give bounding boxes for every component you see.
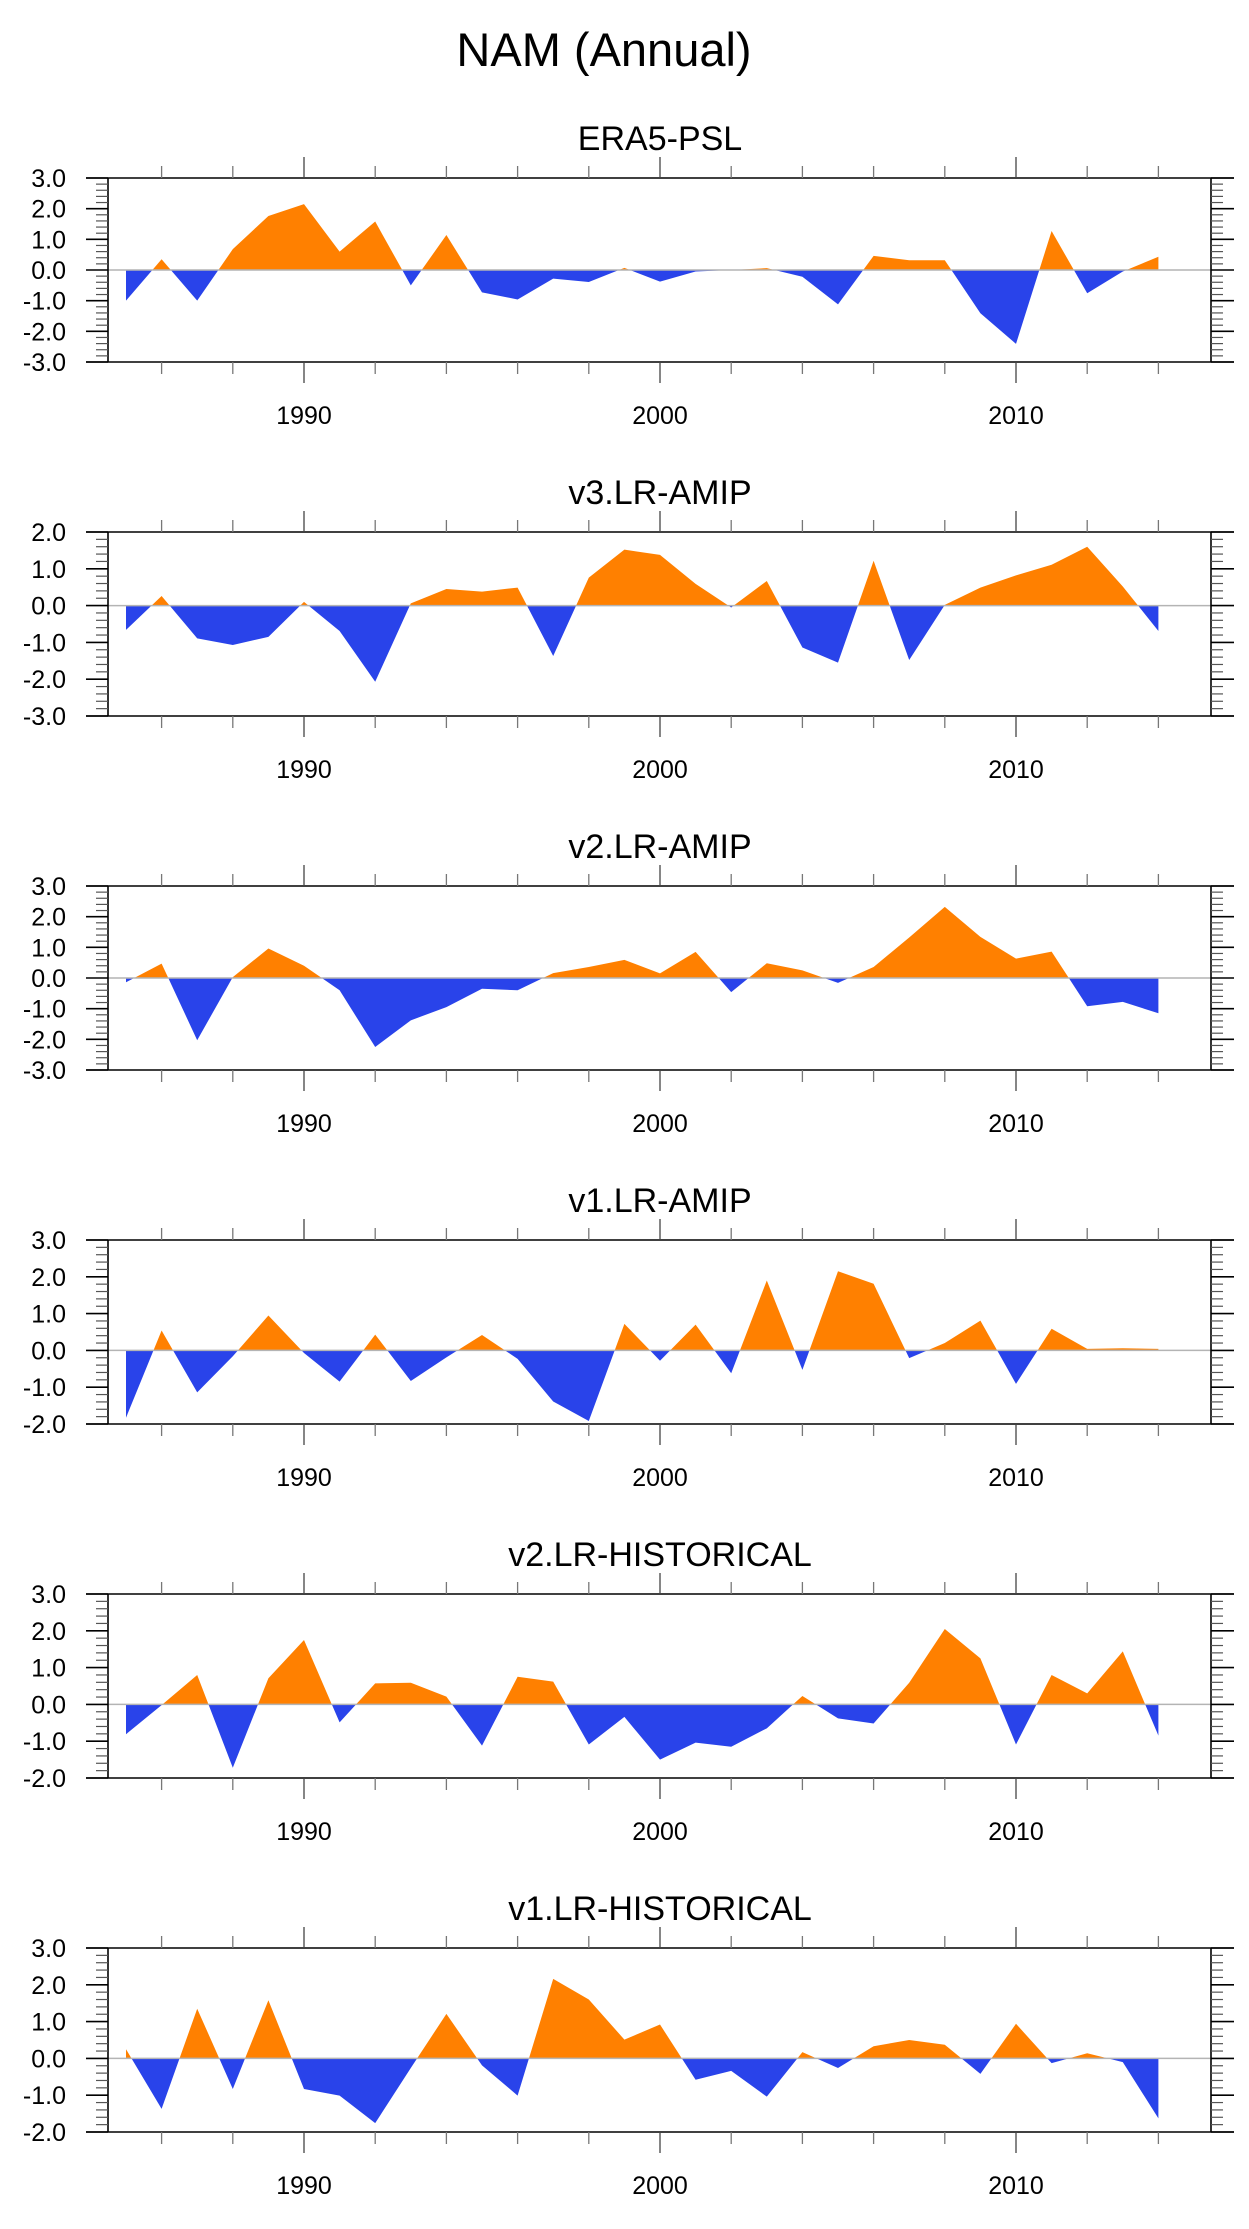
negative-area: [126, 1350, 1159, 1422]
negative-area: [126, 1704, 1159, 1768]
y-tick-label: 2.0: [31, 1972, 66, 2000]
panel-v1-lr-amip: v1.LR-AMIP 3.0 2.0 1.0 0.0 -1.0 -2.0 1990 2000 20…: [23, 1182, 1234, 1492]
y-tick-label: -2.0: [23, 666, 66, 694]
panel-era5-psl: ERA5-PSL 3.0 2.01.0 0.0 -1.0-2.0 -3.0 1990 2000…: [23, 120, 1234, 430]
x-tick-label: 2000: [632, 756, 688, 784]
y-tick-label: -1.0: [23, 629, 66, 657]
y-tick-label: -2.0: [23, 1765, 66, 1793]
y-tick-label: -1.0: [23, 288, 66, 316]
y-tick-label: 1.0: [31, 1655, 66, 1683]
panel-v2-lr-amip: v2.LR-AMIP 3.0 2.01.0 0.0 -1.0-2.0 -3.0 1990 20…: [23, 828, 1234, 1138]
x-tick-label: 2010: [988, 1818, 1044, 1846]
y-tick-label: 3.0: [31, 1581, 66, 1609]
panel-v2-lr-historical: v2.LR-HISTORICAL 3.0 2.0 1.0 0.0 -1.0 -2.0 1990…: [23, 1536, 1234, 1846]
x-tick-label: 2010: [988, 2172, 1044, 2200]
y-tick-label: -2.0: [23, 318, 66, 346]
x-tick-label: 1990: [276, 1110, 332, 1138]
y-tick-label: 3.0: [31, 873, 66, 901]
x-tick-label: 1990: [276, 1818, 332, 1846]
y-tick-label: -2.0: [23, 2119, 66, 2147]
panel-title: v2.LR-AMIP: [568, 828, 751, 866]
y-tick-label: -3.0: [23, 1057, 66, 1085]
y-tick-label: 1.0: [31, 226, 66, 254]
y-tick-label: 0.0: [31, 965, 66, 993]
y-tick-label: 3.0: [31, 1227, 66, 1255]
panel-title: v1.LR-HISTORICAL: [508, 1890, 812, 1928]
panel-title: v1.LR-AMIP: [568, 1182, 751, 1220]
y-tick-label: 0.0: [31, 257, 66, 285]
y-tick-label: 2.0: [31, 196, 66, 224]
y-tick-label: 2.0: [31, 519, 66, 547]
negative-area: [126, 978, 1159, 1047]
y-tick-label: 1.0: [31, 934, 66, 962]
y-tick-label: 0.0: [31, 2045, 66, 2073]
y-tick-label: -2.0: [23, 1026, 66, 1054]
panel-title: v3.LR-AMIP: [568, 474, 751, 512]
x-tick-label: 2000: [632, 402, 688, 430]
x-tick-label: 2000: [632, 1464, 688, 1492]
x-tick-label: 2000: [632, 2172, 688, 2200]
y-tick-label: 1.0: [31, 556, 66, 584]
positive-area: [162, 1628, 1146, 1705]
y-tick-label: -3.0: [23, 349, 66, 377]
positive-area: [126, 1978, 1159, 2059]
positive-area: [126, 906, 1159, 978]
y-tick-label: 2.0: [31, 904, 66, 932]
y-tick-label: 1.0: [31, 2009, 66, 2037]
x-tick-label: 2010: [988, 756, 1044, 784]
y-tick-label: 0.0: [31, 593, 66, 621]
y-tick-label: -2.0: [23, 1411, 66, 1439]
panel-v1-lr-historical: v1.LR-HISTORICAL 3.0 2.0 1.0 0.0 -1.0 -2.0 1990…: [23, 1890, 1234, 2200]
panel-title: v2.LR-HISTORICAL: [508, 1536, 812, 1574]
x-tick-label: 2010: [988, 402, 1044, 430]
figure-title: NAM (Annual): [456, 23, 751, 76]
x-tick-label: 1990: [276, 1464, 332, 1492]
x-tick-label: 2000: [632, 1110, 688, 1138]
positive-area: [126, 546, 1159, 606]
y-tick-label: 2.0: [31, 1264, 66, 1292]
x-tick-label: 2010: [988, 1110, 1044, 1138]
y-tick-label: -1.0: [23, 996, 66, 1024]
panel-title: ERA5-PSL: [578, 120, 742, 158]
x-tick-label: 2000: [632, 1818, 688, 1846]
y-tick-label: -1.0: [23, 2082, 66, 2110]
y-tick-label: 0.0: [31, 1691, 66, 1719]
y-tick-label: 3.0: [31, 1935, 66, 1963]
y-tick-label: -1.0: [23, 1374, 66, 1402]
y-tick-label: -1.0: [23, 1728, 66, 1756]
negative-area: [126, 605, 1159, 682]
x-tick-label: 1990: [276, 402, 332, 430]
positive-area: [126, 204, 1159, 270]
x-tick-label: 2010: [988, 1464, 1044, 1492]
y-tick-label: 2.0: [31, 1618, 66, 1646]
panel-v3-lr-amip: v3.LR-AMIP 2.0 1.0 0.0 -1.0 -2.0 -3.0 1990 2000 2…: [23, 474, 1234, 784]
y-tick-label: 1.0: [31, 1301, 66, 1329]
y-tick-label: -3.0: [23, 703, 66, 731]
y-tick-label: 0.0: [31, 1337, 66, 1365]
x-tick-label: 1990: [276, 756, 332, 784]
y-tick-label: 3.0: [31, 165, 66, 193]
x-tick-label: 1990: [276, 2172, 332, 2200]
positive-area: [153, 1271, 1159, 1351]
negative-area: [126, 2058, 1159, 2124]
